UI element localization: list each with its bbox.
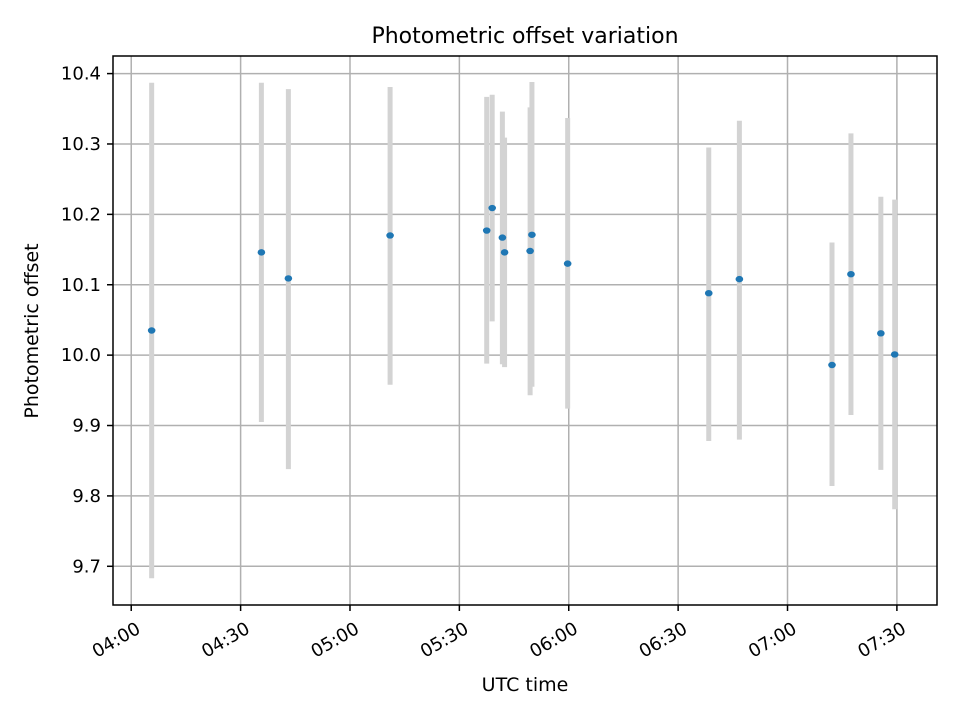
data-point xyxy=(147,327,156,334)
y-axis-ticks: 9.7 9.8 9.9 10.0 10.1 10.2 10.3 10.4 xyxy=(61,64,113,577)
data-point xyxy=(488,204,496,212)
data-point xyxy=(526,247,534,255)
data-point xyxy=(528,231,536,238)
data-point xyxy=(386,232,394,239)
data-point xyxy=(847,270,855,278)
data-point xyxy=(284,275,293,282)
data-point xyxy=(735,275,744,283)
grid xyxy=(113,56,937,605)
data-point xyxy=(482,227,491,234)
y-tick-label: 10.1 xyxy=(61,275,101,296)
data-point xyxy=(500,249,509,256)
y-tick-label: 10.4 xyxy=(61,64,101,85)
data-point xyxy=(704,289,713,297)
y-tick-label: 10.2 xyxy=(61,204,101,225)
data-point xyxy=(828,361,836,369)
x-axis-label: UTC time xyxy=(482,674,569,696)
data-point xyxy=(498,234,507,241)
y-tick-label: 10.3 xyxy=(61,134,101,155)
plot-frame xyxy=(112,55,938,606)
data-point xyxy=(257,249,266,256)
y-tick-label: 10.0 xyxy=(61,345,101,366)
chart-title: Photometric offset variation xyxy=(371,24,678,49)
data-point xyxy=(877,330,885,337)
y-tick-label: 9.7 xyxy=(72,556,101,577)
y-tick-label: 9.8 xyxy=(72,486,101,507)
data-points xyxy=(147,204,899,369)
y-tick-label: 9.9 xyxy=(72,416,101,437)
plot-area-background xyxy=(113,56,937,605)
data-point xyxy=(890,351,899,358)
y-axis-label: Photometric offset xyxy=(21,243,43,418)
data-point xyxy=(563,260,572,267)
